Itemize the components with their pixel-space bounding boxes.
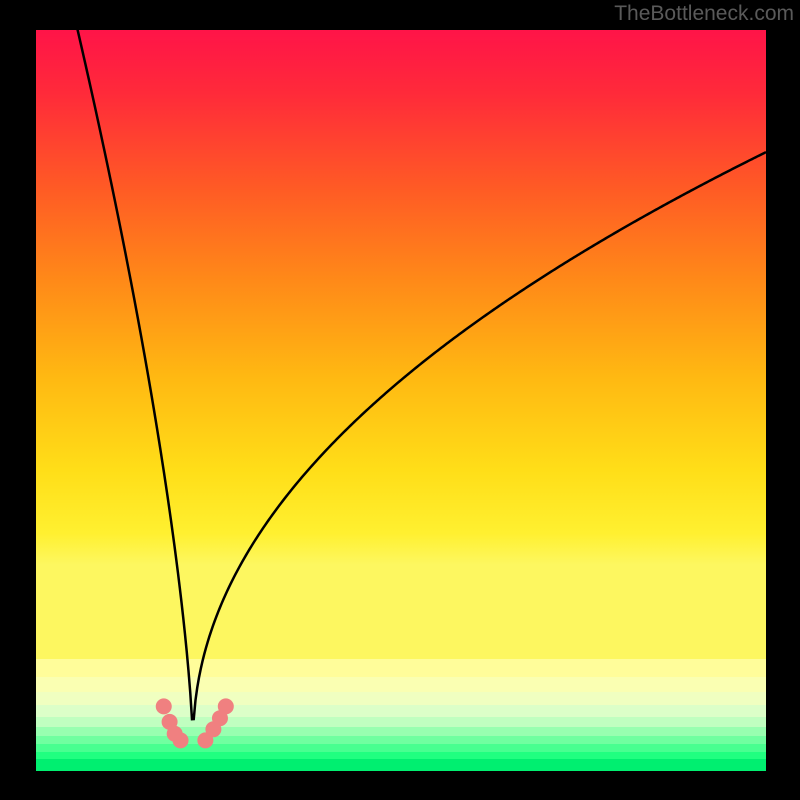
bottleneck-curve-chart <box>36 30 766 770</box>
bottleneck-curve-line <box>68 30 766 719</box>
watermark-text: TheBottleneck.com <box>614 2 794 26</box>
marker-dot <box>218 698 234 714</box>
marker-dot <box>173 732 189 748</box>
marker-dot <box>156 698 172 714</box>
